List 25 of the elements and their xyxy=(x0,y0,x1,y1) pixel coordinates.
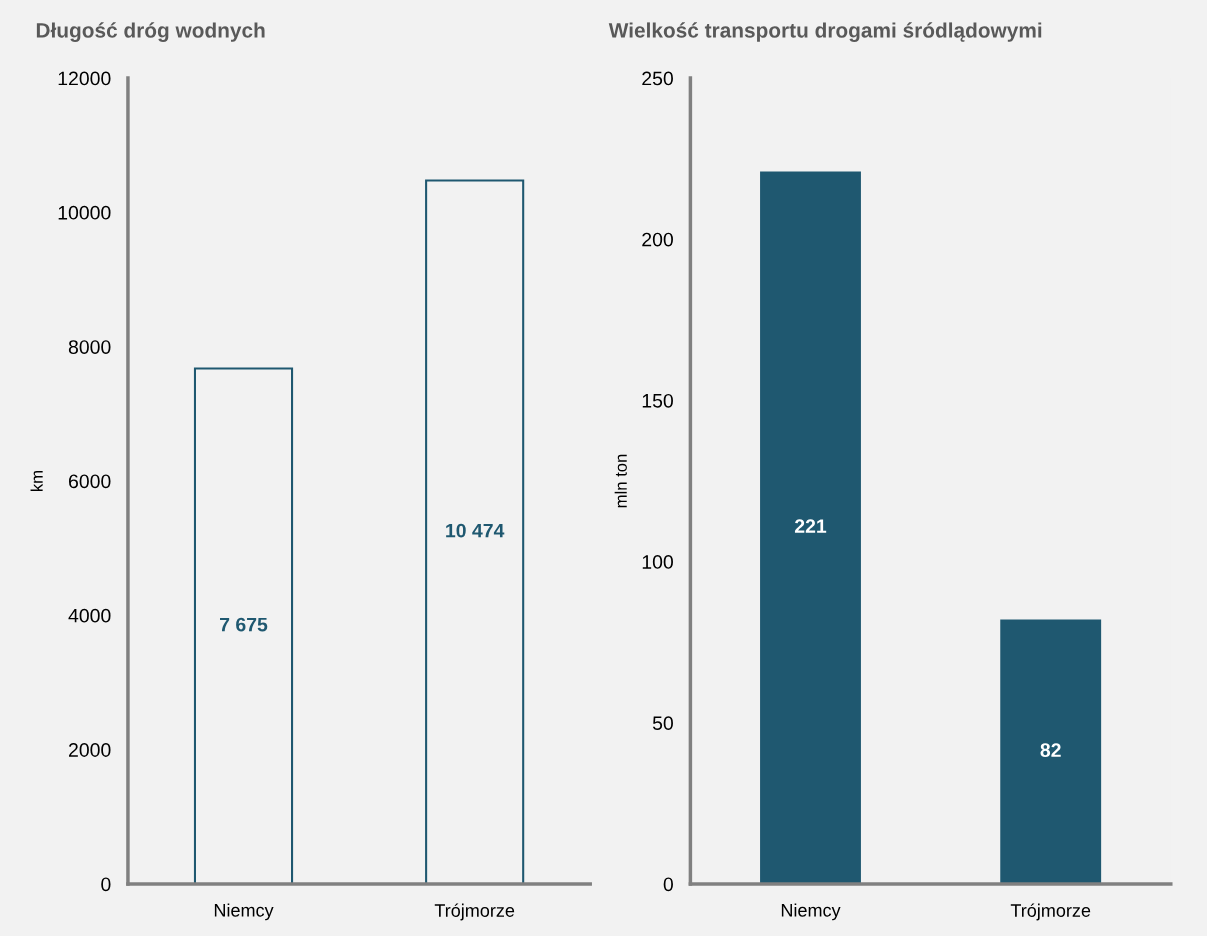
y-tick-label: 12000 xyxy=(58,71,111,86)
y-tick-label: 4000 xyxy=(68,608,111,623)
y-axis-title: mln ton xyxy=(614,454,627,508)
y-tick-label: 2000 xyxy=(69,743,111,757)
y-tick-label: 250 xyxy=(642,71,673,86)
x-tick-label: Niemcy xyxy=(214,903,274,921)
data-label: 7 675 xyxy=(220,617,268,632)
data-label: 221 xyxy=(794,519,827,533)
chart-title: Wielkość transportu drogami śródlądowymi xyxy=(608,22,1042,42)
y-tick-label: 50 xyxy=(652,716,673,731)
y-tick-label: 100 xyxy=(642,555,673,569)
y-tick-label: 8000 xyxy=(68,340,111,354)
x-tick-label: Trójmorze xyxy=(1010,903,1091,921)
y-tick-label: 6000 xyxy=(69,474,111,489)
y-tick-label: 150 xyxy=(642,393,673,408)
y-tick-label: 10000 xyxy=(58,205,111,220)
y-axis-title: km xyxy=(30,471,43,491)
data-label: 82 xyxy=(1040,743,1061,758)
x-tick-label: Niemcy xyxy=(781,903,841,921)
chart-title: Długość dróg wodnych xyxy=(36,22,265,42)
y-tick-label: 0 xyxy=(663,877,673,892)
data-label: 10 474 xyxy=(446,523,505,538)
y-tick-label: 200 xyxy=(642,232,673,247)
x-tick-label: Trójmorze xyxy=(434,903,515,921)
y-tick-label: 0 xyxy=(101,877,111,892)
